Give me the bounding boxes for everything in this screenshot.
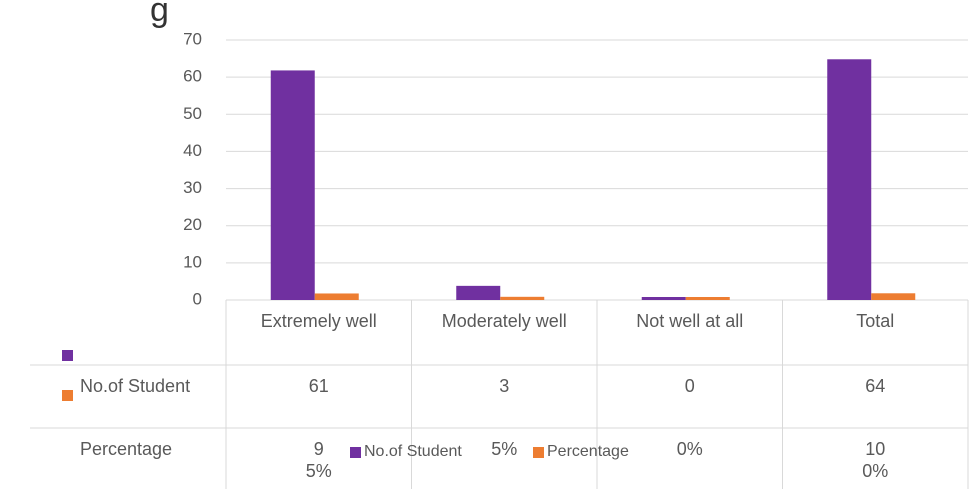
table-cell: 64 bbox=[865, 376, 886, 396]
table-header: Total bbox=[856, 311, 895, 331]
y-tick-label: 50 bbox=[183, 104, 202, 123]
row-header: Percentage bbox=[80, 439, 173, 459]
y-tick-label: 40 bbox=[183, 141, 202, 160]
legend-label: Percentage bbox=[547, 443, 629, 460]
table-cell: 5% bbox=[491, 439, 518, 459]
legend-key bbox=[533, 447, 544, 458]
row-header: No.of Student bbox=[80, 376, 191, 396]
table-header: Moderately well bbox=[441, 311, 567, 331]
y-tick-label: 60 bbox=[183, 67, 202, 86]
bar bbox=[270, 70, 315, 300]
bar bbox=[871, 293, 916, 300]
y-tick-label: 70 bbox=[183, 29, 202, 48]
legend-key bbox=[62, 350, 73, 361]
table-cell: 95% bbox=[305, 439, 332, 481]
table-header: Extremely well bbox=[260, 311, 377, 331]
bar bbox=[456, 285, 501, 300]
bar bbox=[314, 293, 359, 300]
chart-title: g bbox=[150, 0, 169, 29]
bar bbox=[827, 59, 872, 301]
bar bbox=[685, 297, 730, 300]
bar bbox=[641, 297, 686, 300]
table-header: Not well at all bbox=[636, 311, 744, 331]
y-tick-label: 30 bbox=[183, 178, 202, 197]
legend-key bbox=[350, 447, 361, 458]
bar bbox=[500, 296, 545, 300]
table-cell: 100% bbox=[862, 439, 889, 481]
table-cell: 0% bbox=[676, 439, 703, 459]
table-cell: 3 bbox=[499, 376, 510, 396]
table-cell: 61 bbox=[308, 376, 329, 396]
table-cell: 0 bbox=[684, 376, 695, 396]
legend-label: No.of Student bbox=[364, 443, 462, 460]
y-tick-label: 10 bbox=[183, 252, 202, 271]
legend-key bbox=[62, 390, 73, 401]
y-tick-label: 0 bbox=[193, 289, 202, 308]
y-tick-label: 20 bbox=[183, 215, 202, 234]
